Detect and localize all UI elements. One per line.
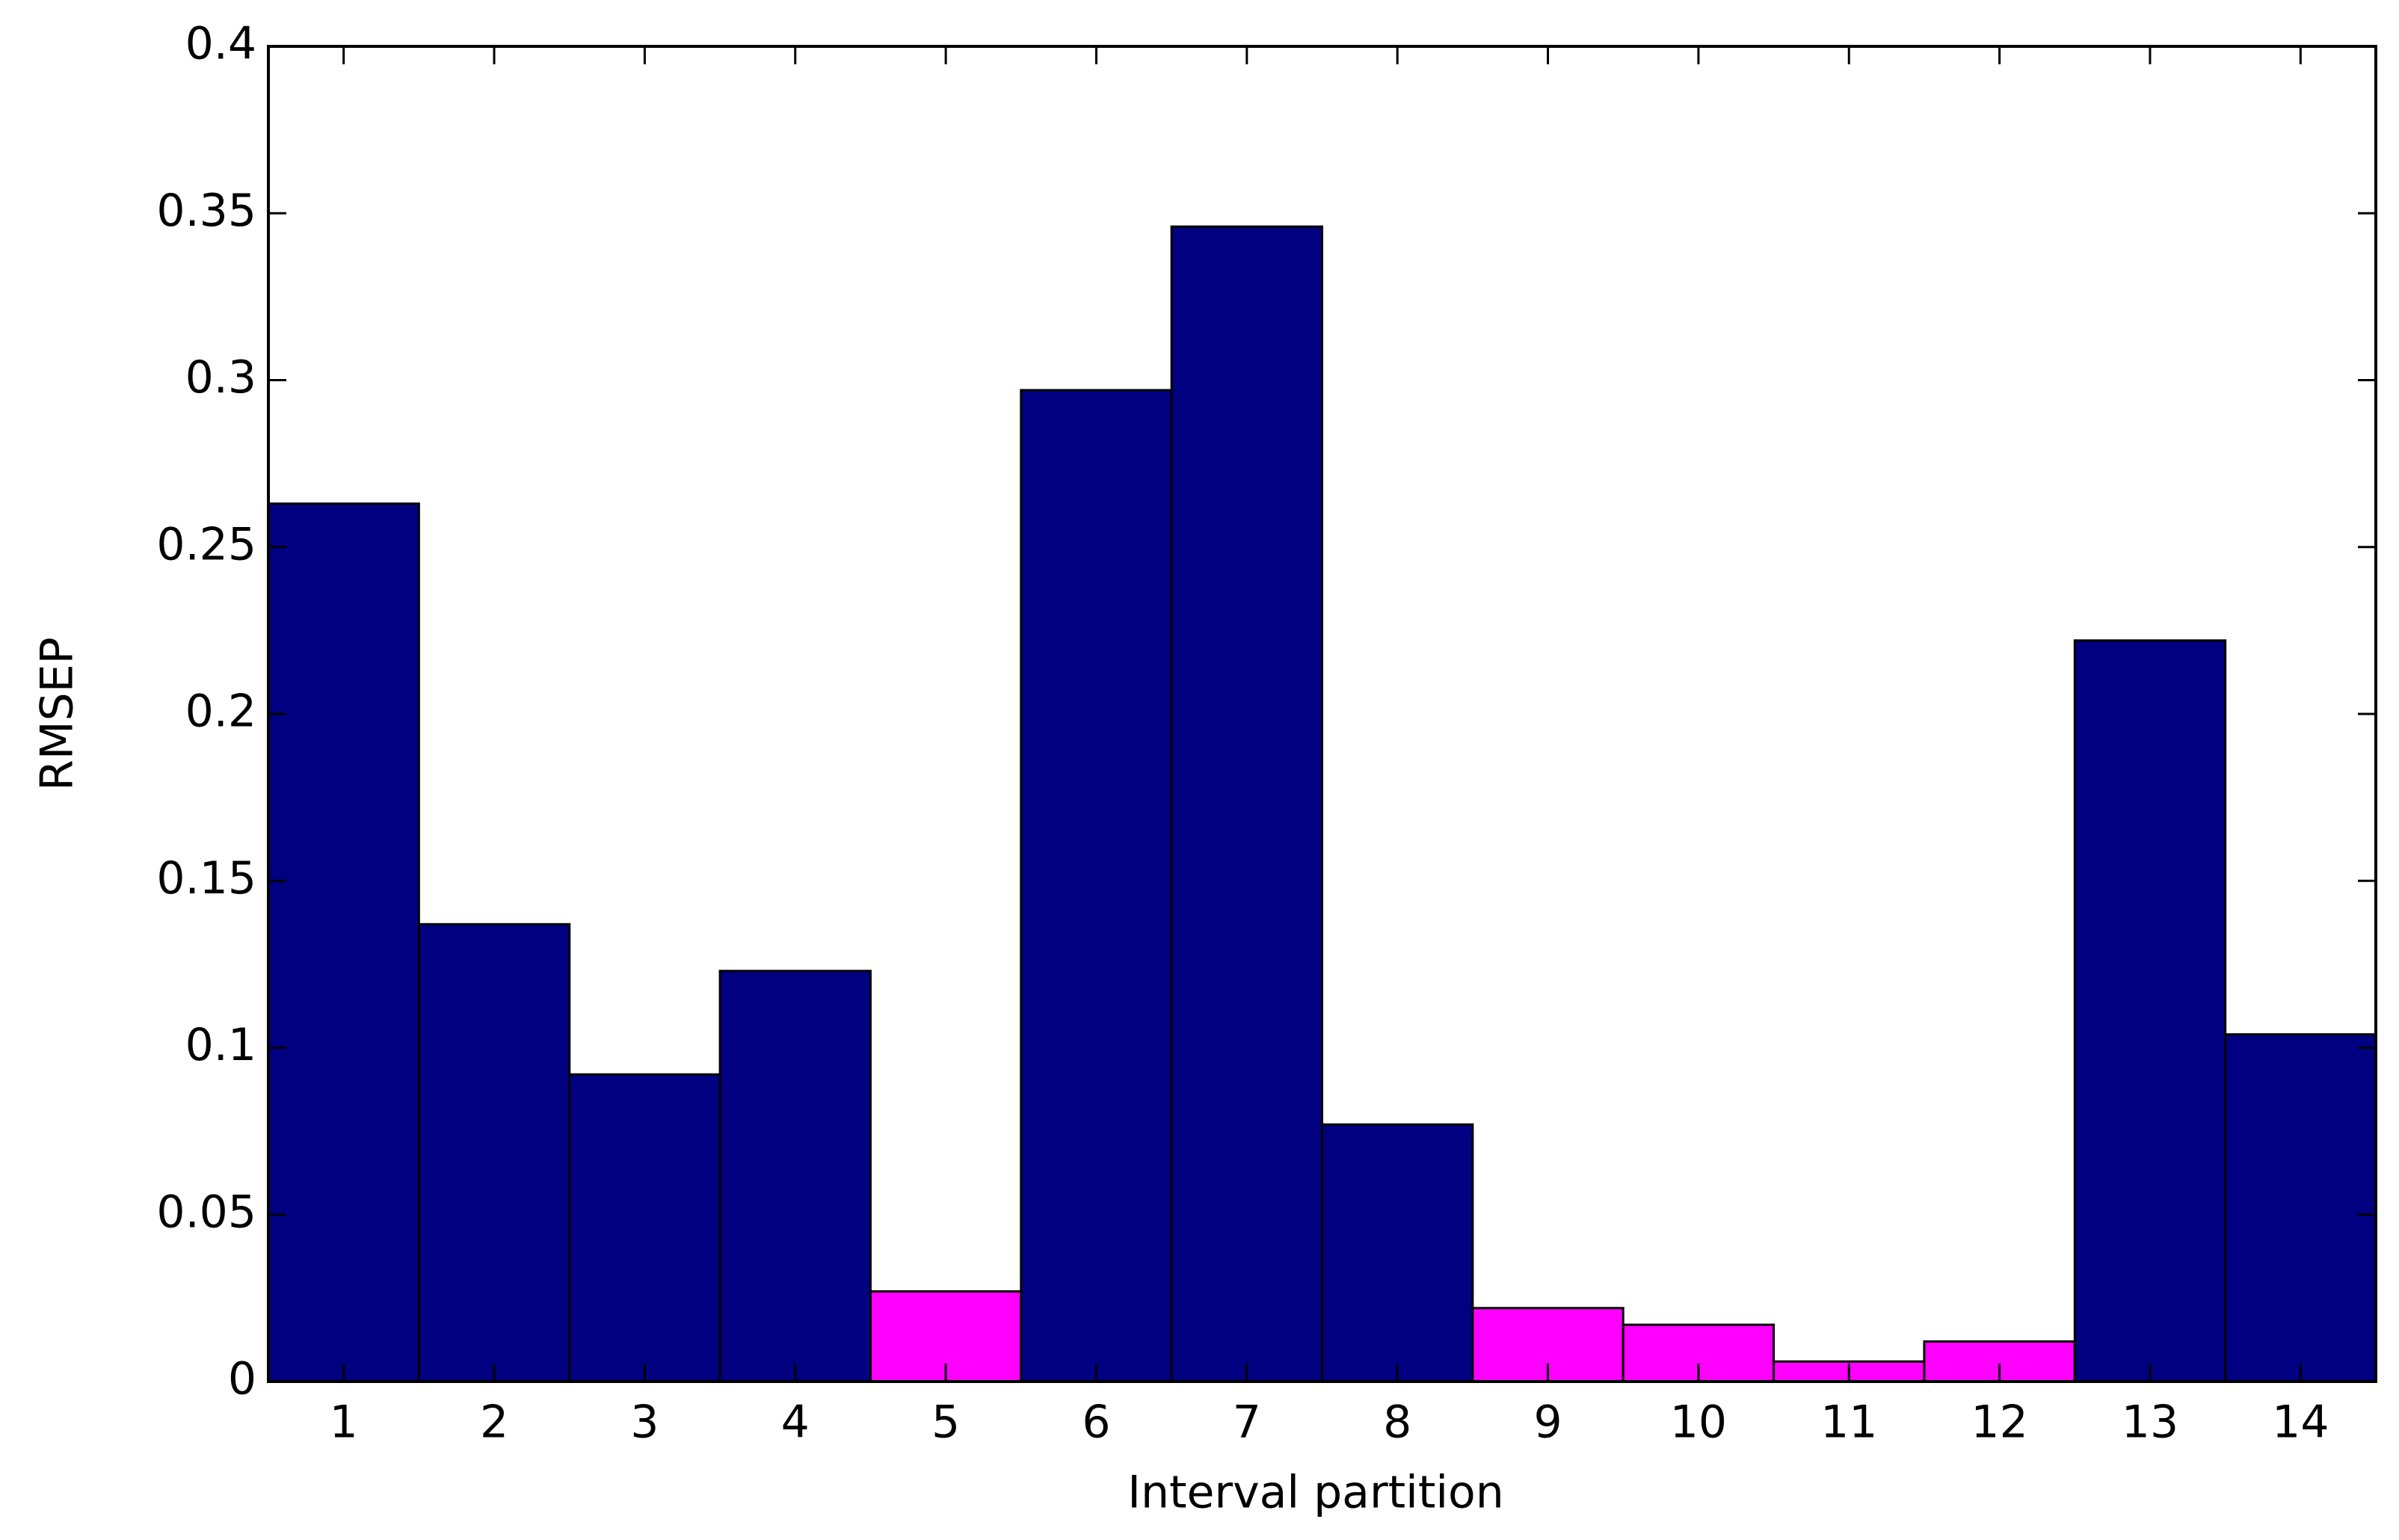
x-tick-label: 8: [1383, 1396, 1411, 1449]
x-tick-label: 7: [1233, 1396, 1261, 1449]
plot-frame: [267, 45, 2377, 1383]
x-tick-label: 10: [1670, 1396, 1727, 1449]
x-tick-label: 5: [931, 1396, 960, 1449]
bar: [2224, 1033, 2377, 1383]
x-tick-label: 1: [330, 1396, 358, 1449]
bar: [267, 502, 420, 1383]
x-tick-label: 3: [630, 1396, 659, 1449]
y-tick-label: 0.05: [156, 1186, 256, 1238]
x-tick-label: 13: [2122, 1396, 2178, 1449]
y-tick-label: 0.1: [185, 1019, 256, 1071]
bar: [2073, 639, 2227, 1383]
bar: [1170, 225, 1323, 1383]
x-tick-label: 14: [2272, 1396, 2329, 1449]
y-tick-label: 0.25: [156, 518, 256, 570]
y-tick-label: 0.15: [156, 852, 256, 905]
y-tick-label: 0: [228, 1353, 256, 1405]
bar: [1321, 1123, 1474, 1383]
x-axis-label: Interval partition: [1127, 1467, 1504, 1519]
x-tick-label: 2: [480, 1396, 508, 1449]
y-tick-label: 0.3: [185, 351, 256, 404]
x-tick-label: 9: [1533, 1396, 1562, 1449]
x-tick-label: 12: [1971, 1396, 2027, 1449]
y-tick-label: 0.35: [156, 185, 256, 237]
y-axis-label: RMSEP: [31, 637, 84, 791]
bar: [417, 923, 571, 1383]
bar: [718, 970, 872, 1383]
bar: [1020, 389, 1173, 1383]
x-tick-label: 11: [1820, 1396, 1877, 1449]
x-tick-label: 4: [781, 1396, 810, 1449]
bar: [568, 1073, 721, 1383]
y-tick-label: 0.4: [185, 18, 256, 70]
x-tick-label: 6: [1082, 1396, 1110, 1449]
y-tick-label: 0.2: [185, 686, 256, 738]
